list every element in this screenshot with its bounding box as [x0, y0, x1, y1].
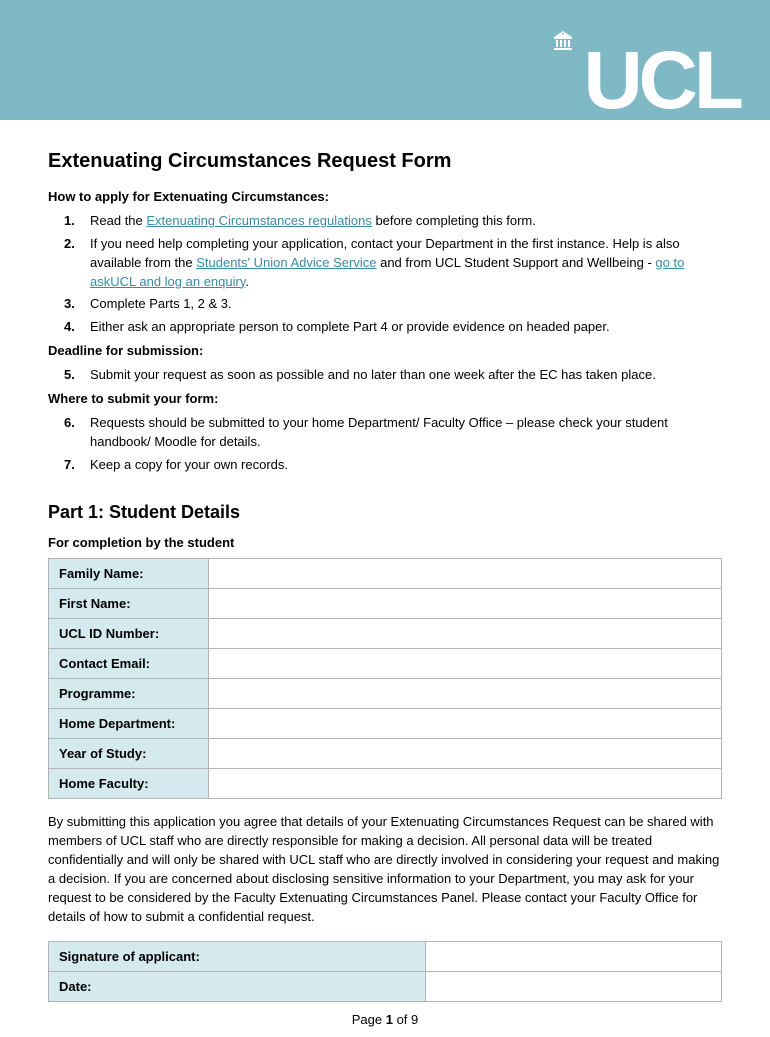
field-label: Contact Email:	[49, 649, 209, 679]
signature-table: Signature of applicant: Date:	[48, 941, 722, 1002]
item-number: 3.	[64, 295, 75, 314]
item-number: 1.	[64, 212, 75, 231]
logo-text: UCL	[583, 42, 740, 120]
field-value[interactable]	[209, 739, 722, 769]
table-row: UCL ID Number:	[49, 619, 722, 649]
item-text: Read the	[90, 213, 146, 228]
list-item: 2. If you need help completing your appl…	[48, 235, 722, 292]
apply-heading: How to apply for Extenuating Circumstanc…	[48, 189, 722, 204]
field-value[interactable]	[209, 589, 722, 619]
field-value[interactable]	[425, 941, 721, 971]
page-title: Extenuating Circumstances Request Form	[48, 150, 722, 173]
field-label: Date:	[49, 971, 426, 1001]
item-number: 6.	[64, 414, 75, 433]
list-item: 3. Complete Parts 1, 2 & 3.	[48, 295, 722, 314]
page-number: 1	[386, 1012, 393, 1027]
field-value[interactable]	[209, 559, 722, 589]
item-number: 4.	[64, 318, 75, 337]
field-value[interactable]	[209, 679, 722, 709]
where-heading: Where to submit your form:	[48, 391, 722, 406]
list-item: 4. Either ask an appropriate person to c…	[48, 318, 722, 337]
deadline-list: 5. Submit your request as soon as possib…	[48, 366, 722, 385]
field-label: Year of Study:	[49, 739, 209, 769]
field-value[interactable]	[209, 769, 722, 799]
list-item: 6. Requests should be submitted to your …	[48, 414, 722, 452]
table-row: Programme:	[49, 679, 722, 709]
table-row: Year of Study:	[49, 739, 722, 769]
part1-heading: Part 1: Student Details	[48, 502, 722, 523]
field-label: Home Department:	[49, 709, 209, 739]
item-text: Either ask an appropriate person to comp…	[90, 319, 610, 334]
table-row: First Name:	[49, 589, 722, 619]
field-value[interactable]	[425, 971, 721, 1001]
footer-text: Page	[352, 1012, 386, 1027]
field-label: Family Name:	[49, 559, 209, 589]
list-item: 7. Keep a copy for your own records.	[48, 456, 722, 475]
page-total: 9	[411, 1012, 418, 1027]
table-row: Contact Email:	[49, 649, 722, 679]
field-label: First Name:	[49, 589, 209, 619]
header-band: UCL	[0, 0, 770, 120]
content-area: Extenuating Circumstances Request Form H…	[0, 120, 770, 1037]
table-row: Date:	[49, 971, 722, 1001]
field-value[interactable]	[209, 709, 722, 739]
dome-icon	[551, 29, 575, 58]
table-row: Home Department:	[49, 709, 722, 739]
apply-list: 1. Read the Extenuating Circumstances re…	[48, 212, 722, 337]
item-text: Submit your request as soon as possible …	[90, 367, 656, 382]
ec-regulations-link[interactable]: Extenuating Circumstances regulations	[146, 213, 371, 228]
field-label: Signature of applicant:	[49, 941, 426, 971]
field-label: Programme:	[49, 679, 209, 709]
field-value[interactable]	[209, 649, 722, 679]
list-item: 1. Read the Extenuating Circumstances re…	[48, 212, 722, 231]
table-row: Signature of applicant:	[49, 941, 722, 971]
footer-text: of	[393, 1012, 411, 1027]
part1-subheading: For completion by the student	[48, 535, 722, 550]
ucl-logo: UCL	[551, 29, 740, 120]
disclaimer-text: By submitting this application you agree…	[48, 813, 722, 926]
item-text: .	[245, 274, 249, 289]
field-label: UCL ID Number:	[49, 619, 209, 649]
field-value[interactable]	[209, 619, 722, 649]
item-number: 5.	[64, 366, 75, 385]
page-footer: Page 1 of 9	[48, 1012, 722, 1037]
student-details-table: Family Name: First Name: UCL ID Number: …	[48, 558, 722, 799]
item-text: Keep a copy for your own records.	[90, 457, 288, 472]
item-text: before completing this form.	[372, 213, 536, 228]
item-text: Complete Parts 1, 2 & 3.	[90, 296, 232, 311]
union-advice-link[interactable]: Students' Union Advice Service	[196, 255, 376, 270]
item-number: 7.	[64, 456, 75, 475]
table-row: Family Name:	[49, 559, 722, 589]
list-item: 5. Submit your request as soon as possib…	[48, 366, 722, 385]
item-text: and from UCL Student Support and Wellbei…	[376, 255, 655, 270]
item-text: Requests should be submitted to your hom…	[90, 415, 668, 449]
item-number: 2.	[64, 235, 75, 254]
deadline-heading: Deadline for submission:	[48, 343, 722, 358]
table-row: Home Faculty:	[49, 769, 722, 799]
where-list: 6. Requests should be submitted to your …	[48, 414, 722, 475]
field-label: Home Faculty:	[49, 769, 209, 799]
